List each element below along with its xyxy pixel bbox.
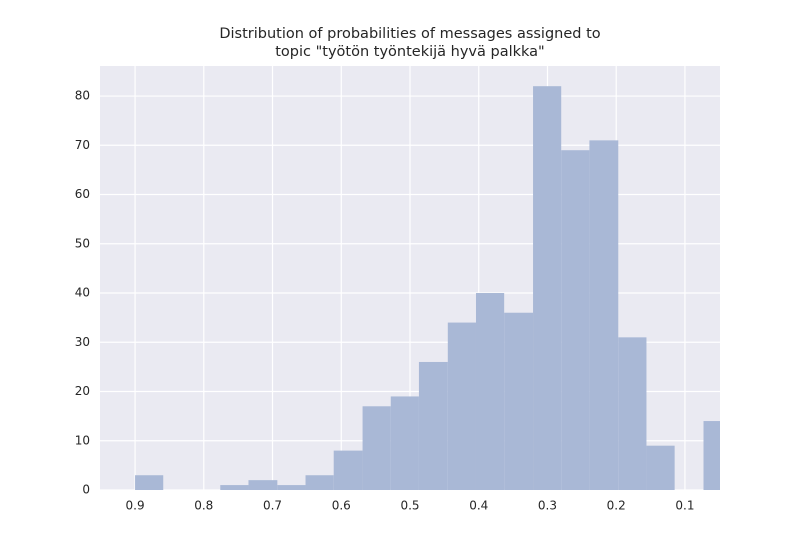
y-tick-label: 10 bbox=[75, 433, 90, 447]
y-tick-label: 50 bbox=[75, 236, 90, 250]
bar bbox=[533, 86, 562, 490]
x-tick-label: 0.4 bbox=[469, 499, 488, 513]
bar bbox=[703, 421, 720, 490]
y-tick-label: 40 bbox=[75, 286, 90, 300]
bar bbox=[646, 445, 675, 490]
x-tick-label: 0.5 bbox=[400, 499, 419, 513]
bar bbox=[504, 312, 534, 490]
bar bbox=[475, 293, 505, 490]
bar bbox=[418, 361, 448, 490]
bar bbox=[277, 485, 306, 490]
y-tick-label: 70 bbox=[75, 138, 90, 152]
bar bbox=[447, 322, 476, 490]
bar bbox=[362, 406, 391, 490]
chart-title: Distribution of probabilities of message… bbox=[219, 26, 600, 42]
bar bbox=[305, 475, 334, 490]
bar bbox=[248, 480, 278, 490]
bar bbox=[333, 450, 363, 490]
bar bbox=[561, 150, 590, 490]
x-tick-label: 0.6 bbox=[332, 499, 351, 513]
bars bbox=[135, 86, 720, 490]
x-tick-label: 0.9 bbox=[126, 499, 145, 513]
y-tick-label: 80 bbox=[75, 89, 90, 103]
y-tick-label: 60 bbox=[75, 187, 90, 201]
y-tick-label: 20 bbox=[75, 384, 90, 398]
x-tick-label: 0.2 bbox=[607, 499, 626, 513]
bar bbox=[220, 485, 249, 490]
bar bbox=[390, 396, 419, 490]
x-tick-label: 0.8 bbox=[194, 499, 213, 513]
x-tick-label: 0.1 bbox=[675, 499, 694, 513]
bar bbox=[589, 140, 619, 490]
x-tick-label: 0.7 bbox=[263, 499, 282, 513]
y-tick-label: 30 bbox=[75, 335, 90, 349]
bar bbox=[135, 475, 164, 490]
bar bbox=[618, 337, 647, 490]
x-tick-label: 0.3 bbox=[538, 499, 557, 513]
chart-title: topic "työtön työntekijä hyvä palkka" bbox=[275, 44, 544, 60]
y-tick-label: 0 bbox=[82, 483, 90, 497]
